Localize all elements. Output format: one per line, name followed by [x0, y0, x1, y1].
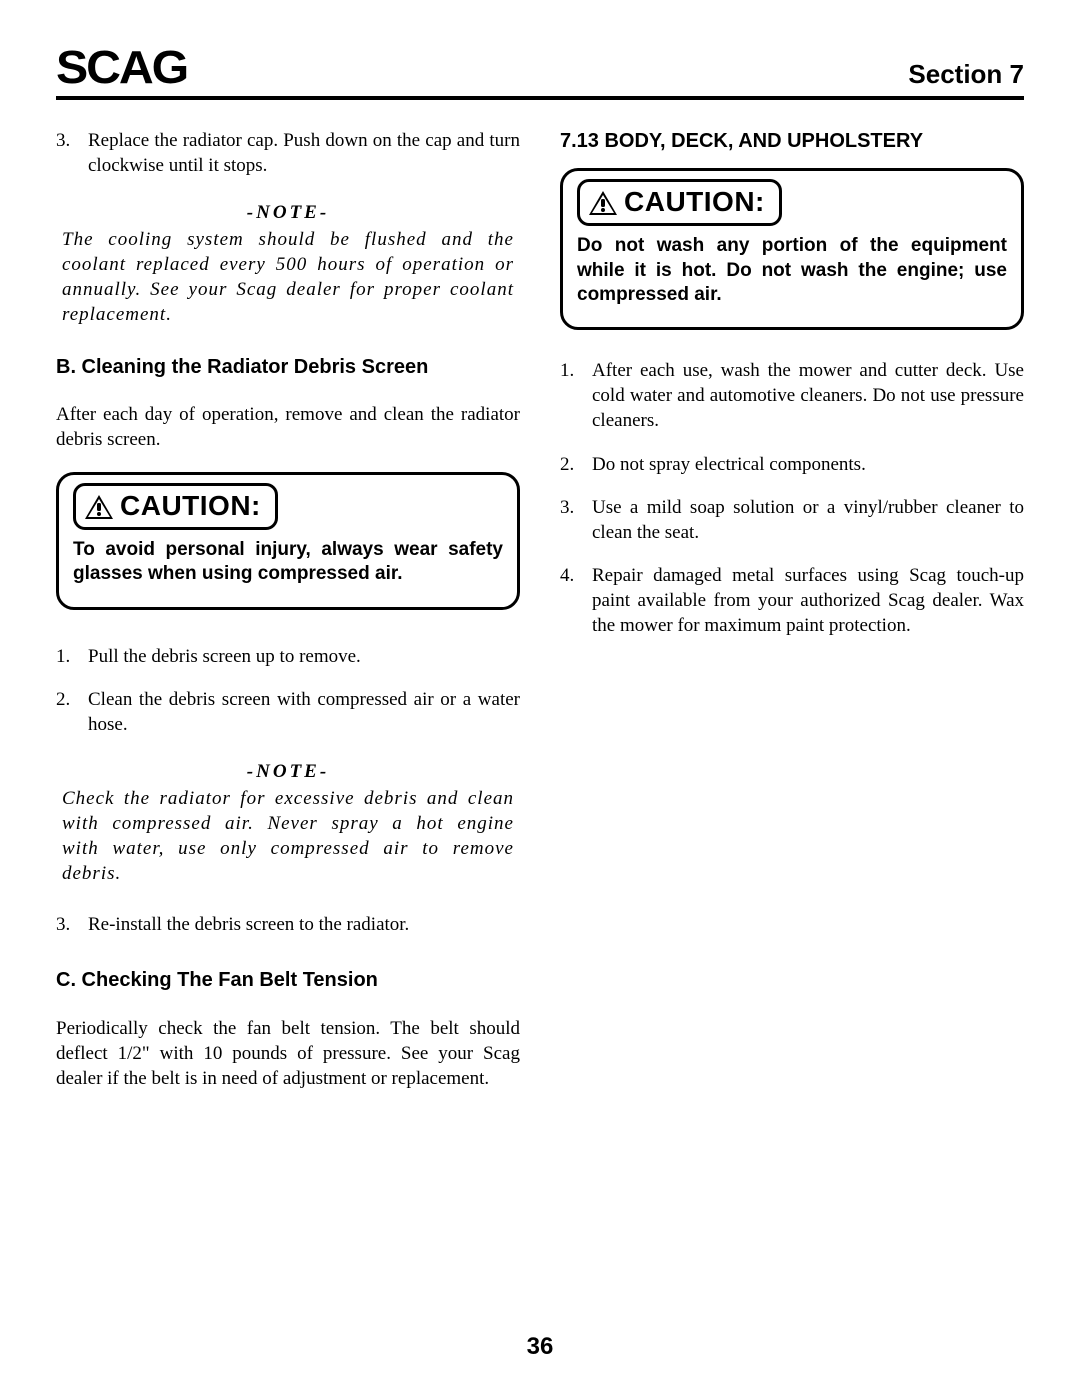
list-text: Replace the radiator cap. Push down on t…	[88, 128, 520, 178]
list-item: 1. After each use, wash the mower and cu…	[560, 358, 1024, 433]
logo-text: SCAG	[56, 41, 187, 93]
warning-icon	[588, 190, 618, 216]
note-label: -NOTE-	[56, 759, 520, 784]
right-column: 7.13 BODY, DECK, AND UPHOLSTERY CAUTION:…	[560, 128, 1024, 1111]
list-item: 3. Re-install the debris screen to the r…	[56, 912, 520, 937]
section-heading-713: 7.13 BODY, DECK, AND UPHOLSTERY	[560, 128, 1024, 154]
subheading-c: C. Checking The Fan Belt Tension	[56, 967, 520, 993]
list-item: 2. Do not spray electrical components.	[560, 452, 1024, 477]
subheading-b: B. Cleaning the Radiator Debris Screen	[56, 354, 520, 380]
page-number: 36	[0, 1333, 1080, 1361]
list-text: Pull the debris screen up to remove.	[88, 644, 520, 669]
list-number: 2.	[56, 687, 76, 737]
list-number: 3.	[56, 912, 76, 937]
caution-box: CAUTION: To avoid personal injury, alway…	[56, 472, 520, 610]
list-number: 1.	[560, 358, 580, 433]
list-number: 3.	[56, 128, 76, 178]
list-number: 2.	[560, 452, 580, 477]
paragraph: After each day of operation, remove and …	[56, 402, 520, 452]
list-number: 4.	[560, 563, 580, 638]
content-columns: 3. Replace the radiator cap. Push down o…	[56, 128, 1024, 1111]
list-item: 1. Pull the debris screen up to remove.	[56, 644, 520, 669]
left-column: 3. Replace the radiator cap. Push down o…	[56, 128, 520, 1111]
caution-header: CAUTION:	[73, 483, 278, 530]
list-item: 3. Replace the radiator cap. Push down o…	[56, 128, 520, 178]
list-item: 3. Use a mild soap solution or a vinyl/r…	[560, 495, 1024, 545]
list-item: 2. Clean the debris screen with compress…	[56, 687, 520, 737]
list-text: Do not spray electrical components.	[592, 452, 1024, 477]
list-number: 3.	[560, 495, 580, 545]
caution-body: Do not wash any portion of the equipment…	[577, 234, 1007, 307]
list-text: After each use, wash the mower and cutte…	[592, 358, 1024, 433]
caution-title: CAUTION:	[120, 488, 261, 525]
section-label: Section 7	[908, 59, 1024, 94]
list-item: 4. Repair damaged metal surfaces using S…	[560, 563, 1024, 638]
note-text: Check the radiator for excessive debris …	[62, 786, 514, 886]
note-text: The cooling system should be flushed and…	[62, 227, 514, 327]
list-text: Repair damaged metal surfaces using Scag…	[592, 563, 1024, 638]
warning-icon	[84, 494, 114, 520]
brand-logo: SCAG	[56, 40, 187, 94]
paragraph: Periodically check the fan belt tension.…	[56, 1016, 520, 1091]
page-header: SCAG Section 7	[56, 40, 1024, 100]
list-text: Use a mild soap solution or a vinyl/rubb…	[592, 495, 1024, 545]
caution-header: CAUTION:	[577, 179, 782, 226]
caution-box: CAUTION: Do not wash any portion of the …	[560, 168, 1024, 330]
note-label: -NOTE-	[56, 200, 520, 225]
list-text: Clean the debris screen with compressed …	[88, 687, 520, 737]
caution-body: To avoid personal injury, always wear sa…	[73, 538, 503, 587]
list-text: Re-install the debris screen to the radi…	[88, 912, 520, 937]
list-number: 1.	[56, 644, 76, 669]
caution-title: CAUTION:	[624, 184, 765, 221]
